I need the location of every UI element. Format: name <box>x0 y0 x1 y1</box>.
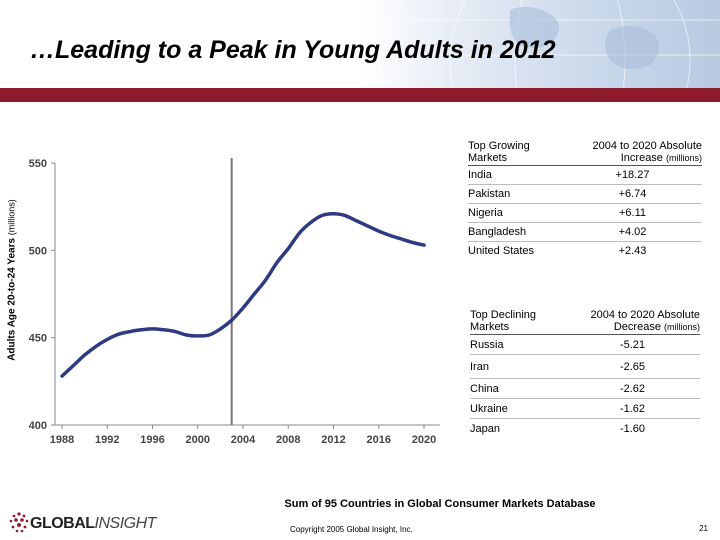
growing-col2-title: 2004 to 2020 Absolute Increase <box>592 140 702 164</box>
y-tick-label: 450 <box>29 333 47 345</box>
value-cell: +6.11 <box>563 203 702 223</box>
declining-col2-header: 2004 to 2020 Absolute Decrease (millions… <box>565 309 700 335</box>
company-logo: GLOBALINSIGHT <box>30 515 156 533</box>
country-cell: United States <box>468 241 563 260</box>
logo-word-2: INSIGHT <box>94 515 157 532</box>
value-cell: -2.62 <box>565 378 700 399</box>
country-cell: Ukraine <box>470 398 565 419</box>
declining-col2-unit: (millions) <box>664 322 700 332</box>
country-cell: Pakistan <box>468 184 563 204</box>
table-row: Japan -1.60 <box>470 418 700 438</box>
table-row: Iran -2.65 <box>470 354 700 379</box>
value-cell: +2.43 <box>563 241 702 260</box>
table-row: India +18.27 <box>468 165 702 185</box>
country-cell: Nigeria <box>468 203 563 223</box>
country-cell: Russia <box>470 334 565 355</box>
country-cell: Bangladesh <box>468 222 563 242</box>
growing-col1-header: Top Growing Markets <box>468 140 530 164</box>
table-row: United States +2.43 <box>468 241 702 260</box>
table-row: Bangladesh +4.02 <box>468 222 702 242</box>
globe-logo-icon <box>9 512 29 533</box>
x-tick-label: 2000 <box>186 434 210 446</box>
x-tick-label: 1996 <box>140 434 164 446</box>
country-cell: Iran <box>470 354 565 379</box>
table-row: Russia -5.21 <box>470 334 700 355</box>
table-row: China -2.62 <box>470 378 700 399</box>
value-cell: -2.65 <box>565 354 700 379</box>
x-tick-label: 1992 <box>95 434 119 446</box>
country-cell: Japan <box>470 418 565 438</box>
top-growing-table: Top Growing Markets 2004 to 2020 Absolut… <box>468 140 702 260</box>
y-tick-label: 500 <box>29 245 47 257</box>
value-cell: +18.27 <box>563 165 702 185</box>
footer-note: Sum of 95 Countries in Global Consumer M… <box>284 498 596 510</box>
growing-col2-header: 2004 to 2020 Absolute Increase (millions… <box>563 140 702 166</box>
country-cell: China <box>470 378 565 399</box>
table-row: Pakistan +6.74 <box>468 184 702 204</box>
table-row: Nigeria +6.11 <box>468 203 702 223</box>
x-tick-label: 2016 <box>367 434 391 446</box>
title-accent-bar <box>0 88 720 102</box>
x-tick-label: 2020 <box>412 434 436 446</box>
x-tick-label: 1988 <box>50 434 74 446</box>
x-tick-label: 2012 <box>321 434 345 446</box>
y-tick-label: 400 <box>29 420 47 432</box>
value-cell: -1.60 <box>565 418 700 438</box>
page-number: 21 <box>699 524 708 533</box>
declining-col2-title: 2004 to 2020 Absolute Decrease <box>590 309 700 333</box>
page-title: …Leading to a Peak in Young Adults in 20… <box>30 36 556 64</box>
y-tick-label: 550 <box>29 158 47 170</box>
top-declining-table: Top Declining Markets 2004 to 2020 Absol… <box>470 309 700 438</box>
globe-icon <box>379 0 720 88</box>
x-tick-label: 2004 <box>231 434 256 446</box>
declining-table-header: Top Declining Markets 2004 to 2020 Absol… <box>470 309 700 335</box>
copyright-text: Copyright 2005 Global Insight, Inc. <box>290 525 413 534</box>
logo-word-1: GLOBAL <box>30 515 95 532</box>
header-globe-graphic <box>360 0 720 88</box>
growing-col2-unit: (millions) <box>666 153 702 163</box>
value-cell: +6.74 <box>563 184 702 204</box>
value-cell: +4.02 <box>563 222 702 242</box>
table-row: Ukraine -1.62 <box>470 398 700 419</box>
declining-col1-header: Top Declining Markets <box>470 309 537 333</box>
value-cell: -1.62 <box>565 398 700 419</box>
growing-table-header: Top Growing Markets 2004 to 2020 Absolut… <box>468 140 702 166</box>
series-line-young-adults <box>60 211 426 378</box>
country-cell: India <box>468 165 563 185</box>
value-cell: -5.21 <box>565 334 700 355</box>
x-tick-label: 2008 <box>276 434 300 446</box>
